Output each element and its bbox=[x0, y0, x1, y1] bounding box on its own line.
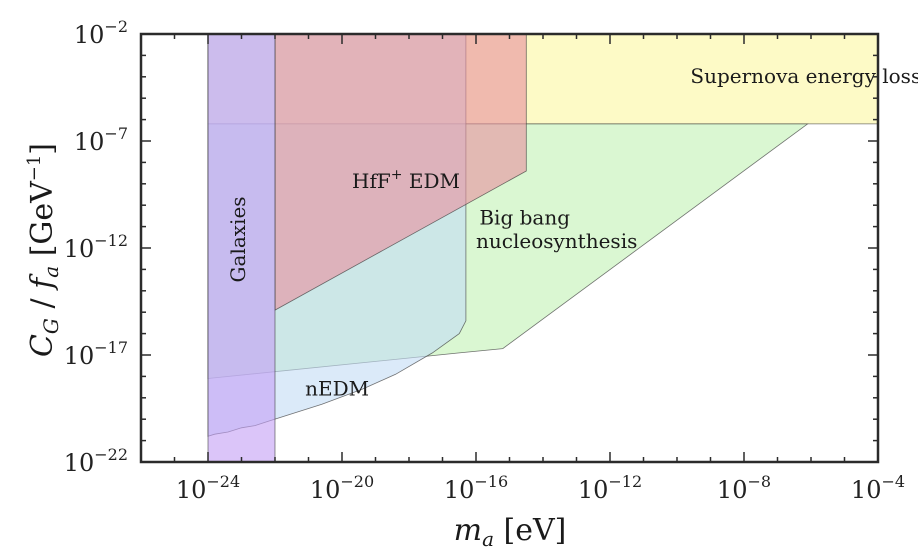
y-tick-label: 10−2 bbox=[74, 17, 128, 49]
exclusion-regions bbox=[207, 34, 878, 462]
x-tick-label: 10−24 bbox=[176, 472, 240, 504]
x-tick-label: 10−20 bbox=[310, 472, 374, 504]
region-galaxies bbox=[207, 34, 276, 462]
region-labels: Supernova energy loss HfF+ EDM Big bangnuc… bbox=[226, 64, 918, 400]
x-tick-label: 10−8 bbox=[717, 472, 771, 504]
x-axis-label: ma [eV] bbox=[454, 513, 567, 550]
region-label-hff: HfF+ EDM bbox=[352, 167, 460, 193]
x-tick-label: 10−16 bbox=[444, 472, 508, 504]
tick-labels: 10−24 10−20 10−16 10−12 10−8 10−4 10−2 10−7 10−1… bbox=[64, 17, 905, 504]
region-label-nucleosynthesis: nucleosynthesis bbox=[476, 229, 637, 253]
y-tick-label: 10−7 bbox=[74, 124, 128, 156]
axis-ticks bbox=[140, 33, 879, 463]
y-tick-label: 10−22 bbox=[64, 445, 128, 477]
y-tick-label: 10−17 bbox=[64, 338, 128, 370]
region-label-nedm: nEDM bbox=[305, 377, 369, 401]
region-label-supernova-energy-loss: Supernova energy loss bbox=[690, 64, 918, 88]
x-tick-label: 10−12 bbox=[578, 472, 642, 504]
x-tick-label: 10−4 bbox=[851, 472, 905, 504]
region-label-big-bang: Big bang bbox=[479, 205, 570, 229]
region-label-galaxies: Galaxies bbox=[226, 196, 250, 282]
y-axis-label: CG / fa [GeV−1] bbox=[24, 143, 63, 357]
y-tick-label: 10−12 bbox=[64, 231, 128, 263]
